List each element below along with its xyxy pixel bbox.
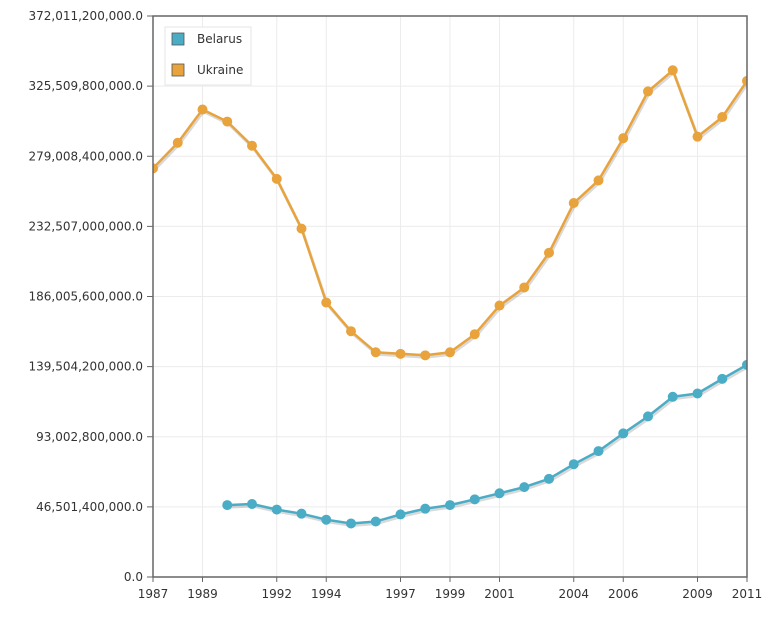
x-tick-label: 2006 [608,587,639,601]
y-tick-label: 325,509,800,000.0 [28,79,143,93]
grid-lines [152,15,748,578]
data-point-ukraine[interactable] [568,198,579,209]
data-point-belarus[interactable] [445,500,455,511]
data-point-ukraine[interactable] [370,347,381,358]
x-tick-label: 1997 [385,587,416,601]
y-tick-label: 139,504,200,000.0 [28,360,143,374]
data-point-belarus[interactable] [593,446,604,457]
data-point-belarus[interactable] [519,482,530,493]
x-tick-label: 1987 [138,587,169,601]
data-point-belarus[interactable] [643,411,653,422]
data-point-belarus[interactable] [469,494,480,505]
x-tick-label: 1989 [187,587,218,601]
x-tick-label: 1999 [435,587,466,601]
data-point-ukraine[interactable] [271,173,282,184]
data-point-ukraine[interactable] [643,86,653,97]
series-line-belarus [227,363,747,525]
data-point-ukraine[interactable] [742,75,752,86]
data-point-ukraine[interactable] [296,223,307,234]
series-line-shadow-ukraine [153,69,747,359]
legend-swatch-ukraine[interactable] [171,63,185,77]
data-point-ukraine[interactable] [692,131,703,142]
data-point-ukraine[interactable] [149,163,158,174]
legend-label-belarus[interactable]: Belarus [197,32,242,46]
data-point-ukraine[interactable] [420,350,431,361]
data-point-ukraine[interactable] [395,348,406,359]
data-point-belarus[interactable] [742,359,752,370]
data-point-ukraine[interactable] [544,247,554,258]
y-tick-label: 186,005,600,000.0 [28,290,143,304]
data-point-ukraine[interactable] [222,116,233,127]
data-point-ukraine[interactable] [346,326,356,337]
data-point-ukraine[interactable] [247,140,257,151]
data-point-belarus[interactable] [544,473,554,484]
data-point-belarus[interactable] [271,504,282,515]
x-tick-label: 1994 [311,587,342,601]
legend-label-ukraine[interactable]: Ukraine [197,63,243,77]
data-point-ukraine[interactable] [445,347,455,358]
data-point-belarus[interactable] [222,500,233,511]
y-tick-label: 0.0 [124,570,143,584]
x-tick-label: 2001 [484,587,515,601]
data-point-belarus[interactable] [346,518,356,529]
data-point-belarus[interactable] [667,391,678,402]
data-point-belarus[interactable] [568,459,579,470]
data-point-ukraine[interactable] [321,297,332,308]
data-point-ukraine[interactable] [717,112,728,123]
series-layer [149,65,752,529]
data-point-ukraine[interactable] [469,329,480,340]
data-point-belarus[interactable] [395,509,406,520]
data-point-ukraine[interactable] [593,175,604,186]
data-point-ukraine[interactable] [618,133,629,144]
y-tick-label: 279,008,400,000.0 [28,149,143,163]
data-point-belarus[interactable] [692,388,703,399]
data-point-belarus[interactable] [247,499,257,510]
data-point-belarus[interactable] [717,373,728,384]
data-point-belarus[interactable] [494,488,505,499]
data-point-belarus[interactable] [321,514,332,525]
data-point-ukraine[interactable] [519,282,530,293]
data-point-ukraine[interactable] [494,300,505,311]
y-axis: 0.0 46,501,400,000.0 93,002,800,000.0 139,5… [28,9,153,584]
data-point-ukraine[interactable] [172,137,183,148]
x-tick-label: 2004 [558,587,589,601]
y-tick-label: 93,002,800,000.0 [36,430,143,444]
series-line-shadow-belarus [228,365,747,528]
legend-swatch-belarus[interactable] [171,32,185,46]
data-point-belarus[interactable] [420,503,431,514]
data-point-ukraine[interactable] [197,104,208,115]
y-tick-label: 46,501,400,000.0 [36,500,143,514]
x-tick-label: 1992 [261,587,292,601]
y-tick-label: 232,507,000,000.0 [28,219,143,233]
x-tick-label: 2011 [732,587,763,601]
data-point-belarus[interactable] [618,428,629,439]
x-axis: 1987 1989 1992 1994 1997 1999 2001 2004 2006 2009… [138,577,763,601]
data-point-belarus[interactable] [370,516,381,527]
y-tick-label: 372,011,200,000.0 [28,9,143,23]
data-point-belarus[interactable] [296,508,307,519]
x-tick-label: 2009 [682,587,713,601]
data-point-ukraine[interactable] [667,65,678,76]
legend[interactable]: Belarus Ukraine [164,26,252,86]
